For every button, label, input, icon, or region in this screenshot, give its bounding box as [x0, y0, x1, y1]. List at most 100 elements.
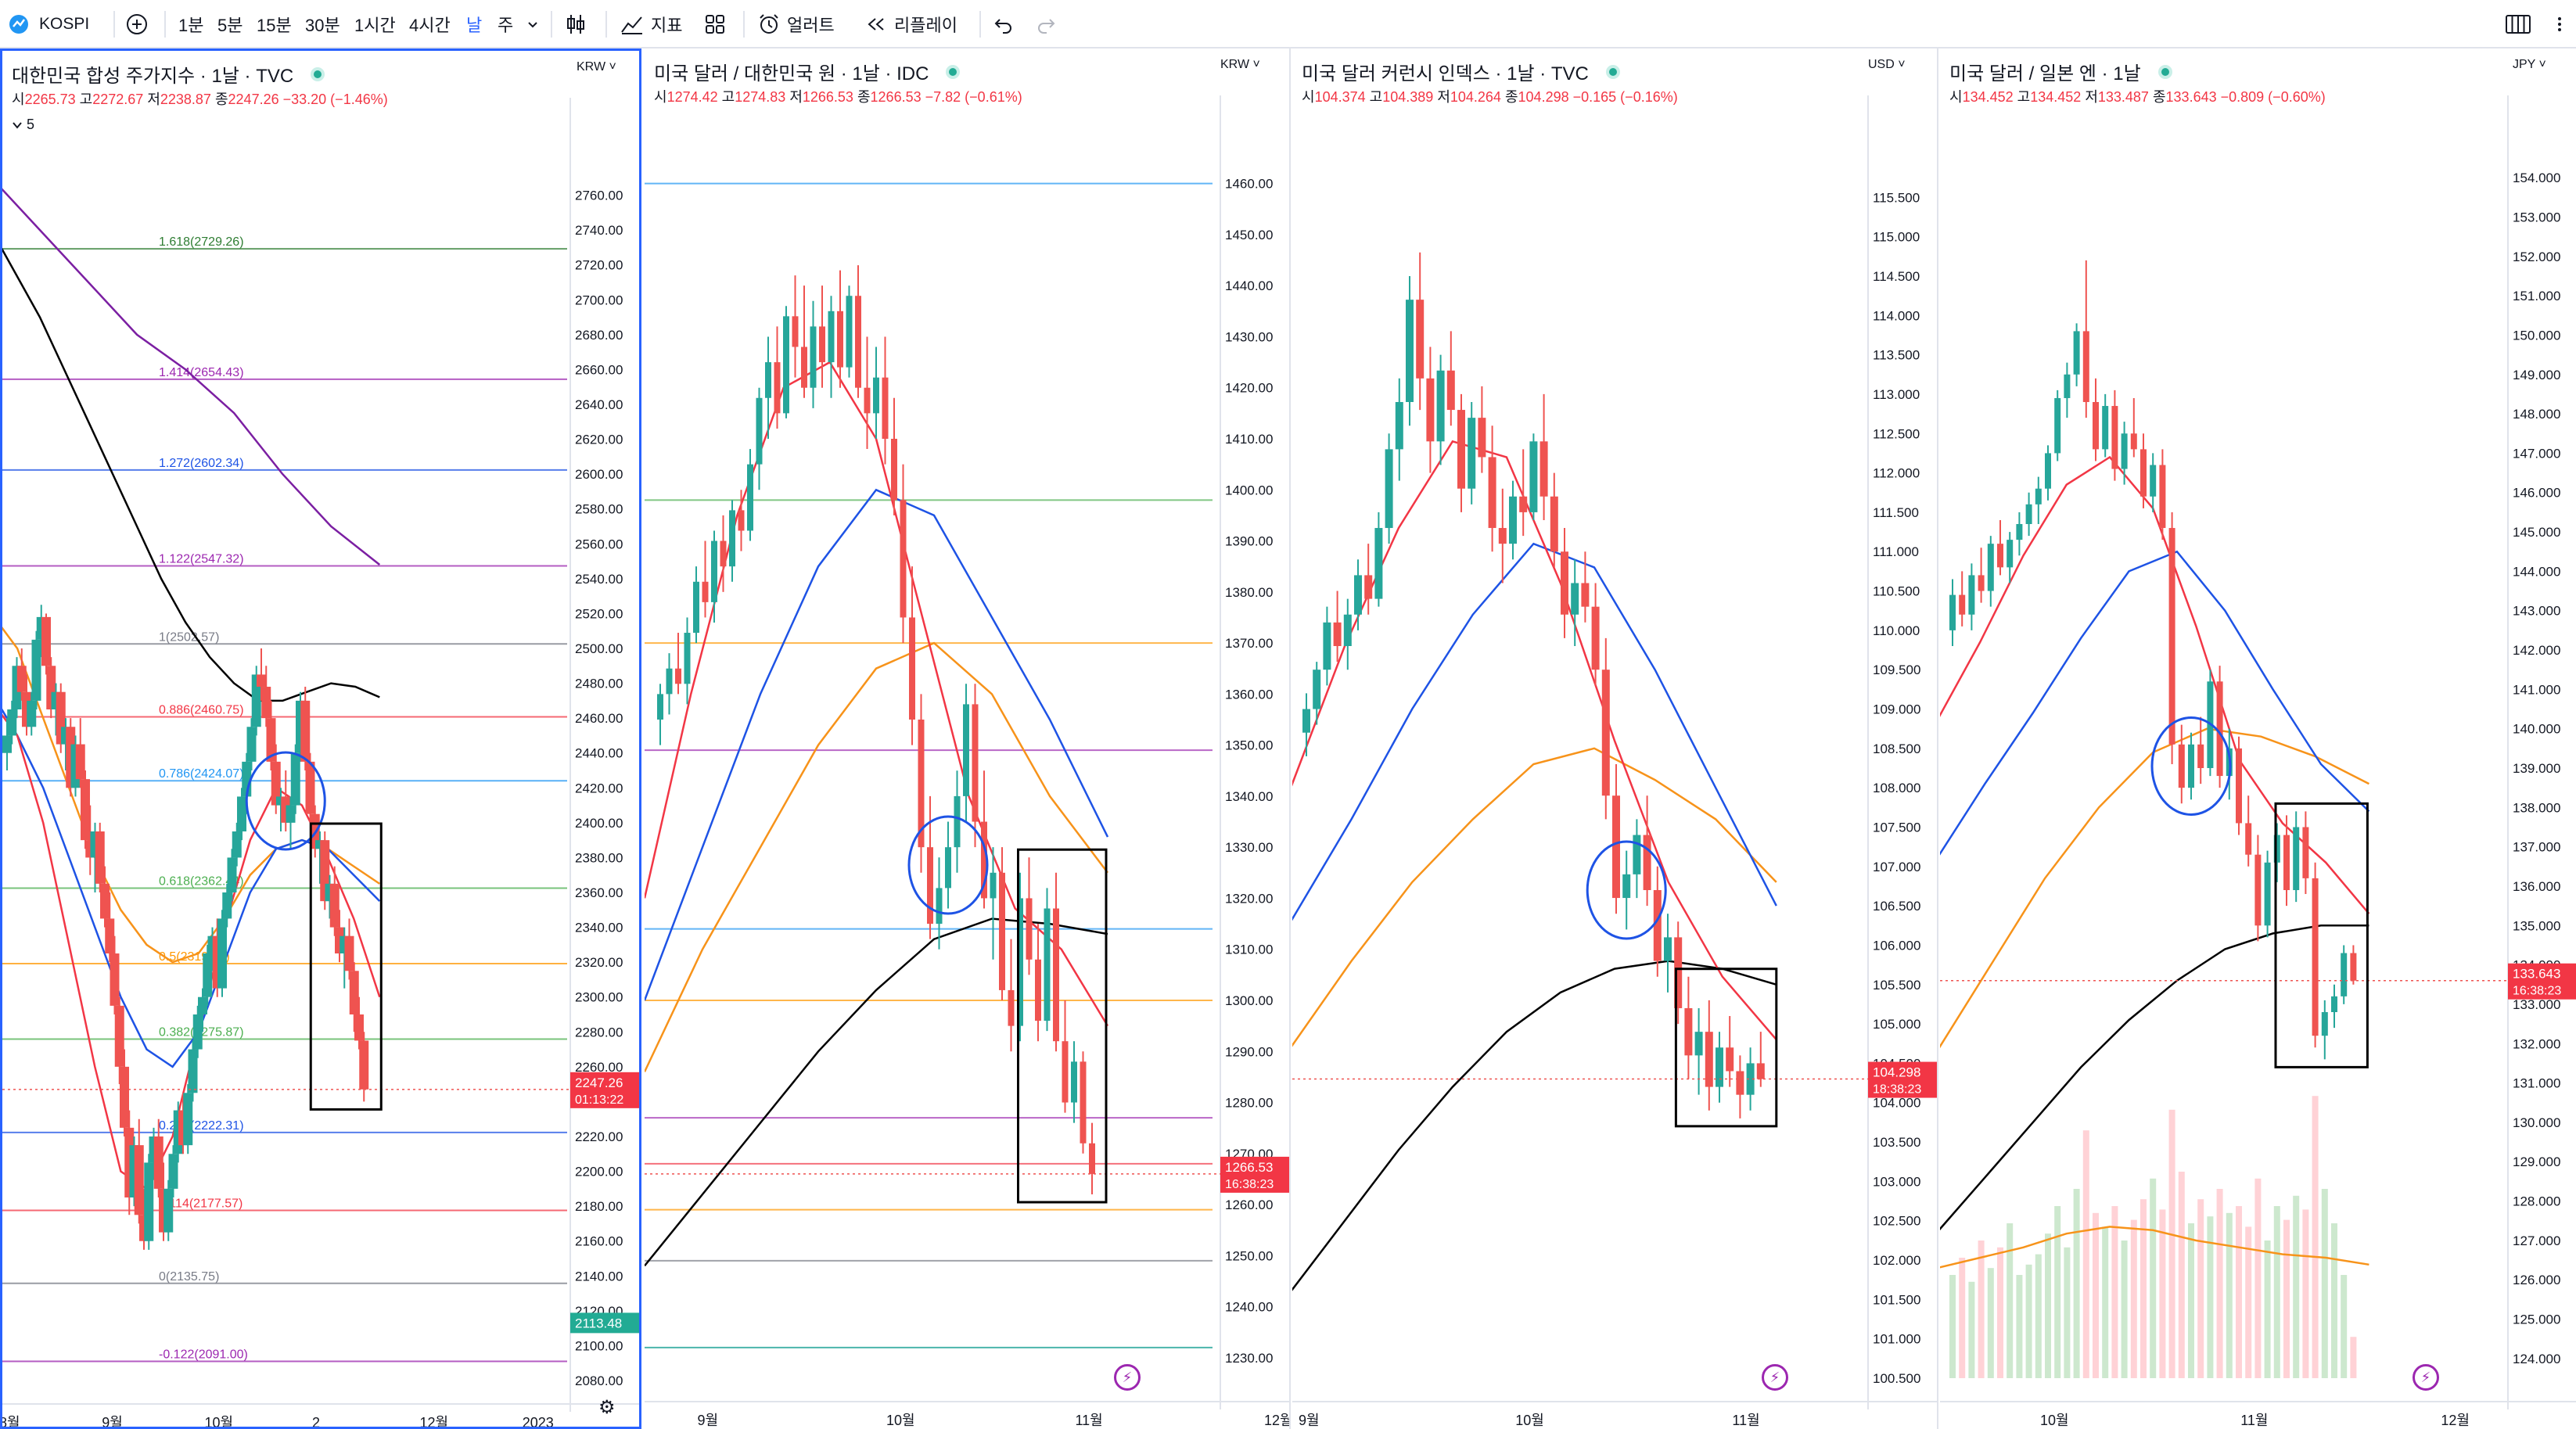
time-tick-label: 11월 — [2240, 1413, 2268, 1428]
lightning-icon[interactable]: ⚡ — [1114, 1364, 1141, 1391]
interval-dropdown[interactable] — [526, 0, 540, 48]
currency-unit[interactable]: JPY ˅ — [2513, 58, 2546, 71]
currency-unit[interactable]: KRW ˅ — [1220, 58, 1260, 71]
candle-body — [1622, 874, 1631, 899]
pivot-circle-drawing — [1586, 840, 1667, 940]
candle-body — [2197, 744, 2204, 768]
candle-body — [810, 326, 817, 388]
more-button[interactable] — [2552, 0, 2567, 48]
time-tick-label: 12월 — [1264, 1413, 1289, 1428]
price-tick-label: 111.000 — [1873, 544, 1919, 559]
price-tick-label: 2380.00 — [575, 850, 623, 865]
candle-body — [2254, 854, 2262, 926]
candle-body — [765, 362, 771, 398]
usdkrw-chart-svg[interactable]: 1460.00 1450.00 1440.00 1430.00 1420.00 1410.… — [645, 48, 1289, 1429]
layout-select-button[interactable] — [2505, 0, 2531, 48]
fib-level-label: 0.618(2362.44) — [159, 875, 244, 889]
open-value: 1274.42 — [666, 89, 718, 105]
currency-unit[interactable]: USD ˅ — [1868, 58, 1906, 71]
title-text: 대한민국 합성 주가지수 · 1날 · TVC — [12, 66, 294, 87]
volume-bar — [2302, 1209, 2309, 1378]
price-tick-label: 108.500 — [1873, 741, 1920, 756]
symbol-search[interactable]: KOSPI — [8, 0, 89, 48]
candle-body — [251, 674, 261, 727]
panel-title: 미국 달러 커런시 인덱스 · 1날 · TVC — [1302, 58, 1620, 85]
kospi-chart-svg[interactable]: 1.618(2729.26) 1.414(2654.43) 1.272(2602.3… — [2, 51, 639, 1427]
price-tick-label: 140.000 — [2513, 722, 2560, 737]
candle-body — [1053, 908, 1059, 1042]
candle-body — [828, 311, 835, 363]
time-tick-label: 11월 — [1732, 1413, 1759, 1428]
price-tick-label: 1290.00 — [1225, 1044, 1273, 1059]
candle-body — [873, 377, 879, 414]
chart-panel-usdjpy[interactable]: 154.000 153.000 152.000 151.000 150.000 149.0… — [1940, 48, 2576, 1429]
price-tick-label: 2620.00 — [575, 433, 623, 447]
candle-body — [16, 666, 27, 692]
price-tick-label: 115.500 — [1873, 190, 1920, 205]
volume-bar — [2150, 1178, 2157, 1378]
price-tick-label: 1450.00 — [1225, 228, 1273, 242]
candle-body — [1385, 449, 1393, 529]
candle-body — [882, 377, 889, 439]
candle-body — [1017, 898, 1023, 1026]
interval-week[interactable]: 주 — [498, 16, 514, 35]
time-tick-label: 2023 — [523, 1415, 554, 1427]
time-tick-label: 9월 — [698, 1413, 719, 1428]
settings-gear-icon[interactable]: ⚙ — [598, 1397, 616, 1418]
compare-button[interactable] — [125, 0, 149, 48]
candle-body — [1313, 670, 1321, 709]
interval-15m[interactable]: 15분 — [257, 16, 292, 35]
candle-body — [837, 311, 843, 368]
interval-4h[interactable]: 4시간 — [409, 16, 451, 35]
interval-day[interactable]: 날 — [466, 16, 483, 35]
open-label: 시 — [1949, 89, 1963, 105]
interval-30m[interactable]: 30분 — [305, 16, 340, 35]
close-label: 종 — [214, 92, 228, 107]
price-tick-label: 2140.00 — [575, 1269, 623, 1284]
volume-bar — [2178, 1172, 2185, 1378]
dxy-chart-svg[interactable]: 115.500 115.000 114.500 114.000 113.500 113.0… — [1292, 48, 1937, 1429]
candle-body — [105, 918, 115, 953]
alert-button[interactable]: 얼러트 — [757, 0, 835, 48]
range-box-drawing — [2274, 802, 2369, 1068]
time-tick-label: 10월 — [2040, 1413, 2069, 1428]
indicator-toggle[interactable]: 5 — [12, 117, 34, 133]
undo-button[interactable] — [992, 0, 1015, 48]
chart-type-button[interactable] — [565, 0, 587, 48]
price-tick-label: 1380.00 — [1225, 585, 1273, 600]
currency-unit[interactable]: KRW ˅ — [577, 60, 616, 74]
candle-body — [963, 704, 969, 796]
candle-body — [1478, 418, 1486, 458]
candle-body — [286, 805, 296, 823]
candle-body — [1343, 614, 1352, 646]
lightning-icon[interactable]: ⚡ — [1762, 1364, 1788, 1391]
indicators-button[interactable]: 지표 — [620, 0, 682, 48]
candle-body — [1468, 418, 1476, 489]
replay-button[interactable]: 리플레이 — [864, 0, 957, 48]
layout-templates-button[interactable] — [704, 0, 726, 48]
redo-button[interactable] — [1034, 0, 1058, 48]
candle-body — [349, 971, 359, 1014]
candle-body — [203, 953, 213, 997]
unit-label: KRW — [1220, 58, 1250, 71]
lightning-icon[interactable]: ⚡ — [2413, 1364, 2439, 1391]
usdjpy-chart-svg[interactable]: 154.000 153.000 152.000 151.000 150.000 149.0… — [1940, 48, 2576, 1429]
interval-1h[interactable]: 1시간 — [354, 16, 396, 35]
open-label: 시 — [12, 92, 25, 107]
open-label: 시 — [654, 89, 667, 105]
price-tick-label: 109.500 — [1873, 662, 1920, 677]
volume-bar — [2350, 1337, 2357, 1378]
chart-panel-usdkrw[interactable]: 1460.00 1450.00 1440.00 1430.00 1420.00 1410.… — [645, 48, 1291, 1429]
candle-body — [2293, 827, 2300, 890]
unit-label: USD — [1868, 58, 1895, 71]
chart-panel-dxy[interactable]: 115.500 115.000 114.500 114.000 113.500 113.0… — [1292, 48, 1938, 1429]
chart-panel-kospi[interactable]: 1.618(2729.26) 1.414(2654.43) 1.272(2602.3… — [0, 48, 641, 1429]
interval-1m[interactable]: 1분 — [178, 16, 204, 35]
volume-bar — [2254, 1178, 2262, 1378]
price-tick-label: 115.000 — [1873, 230, 1920, 245]
price-tick-label: 148.000 — [2513, 407, 2560, 422]
interval-5m[interactable]: 5분 — [217, 16, 243, 35]
candle-body — [1008, 989, 1015, 1026]
price-tick-label: 2440.00 — [575, 746, 623, 761]
candle-body — [183, 1093, 193, 1146]
